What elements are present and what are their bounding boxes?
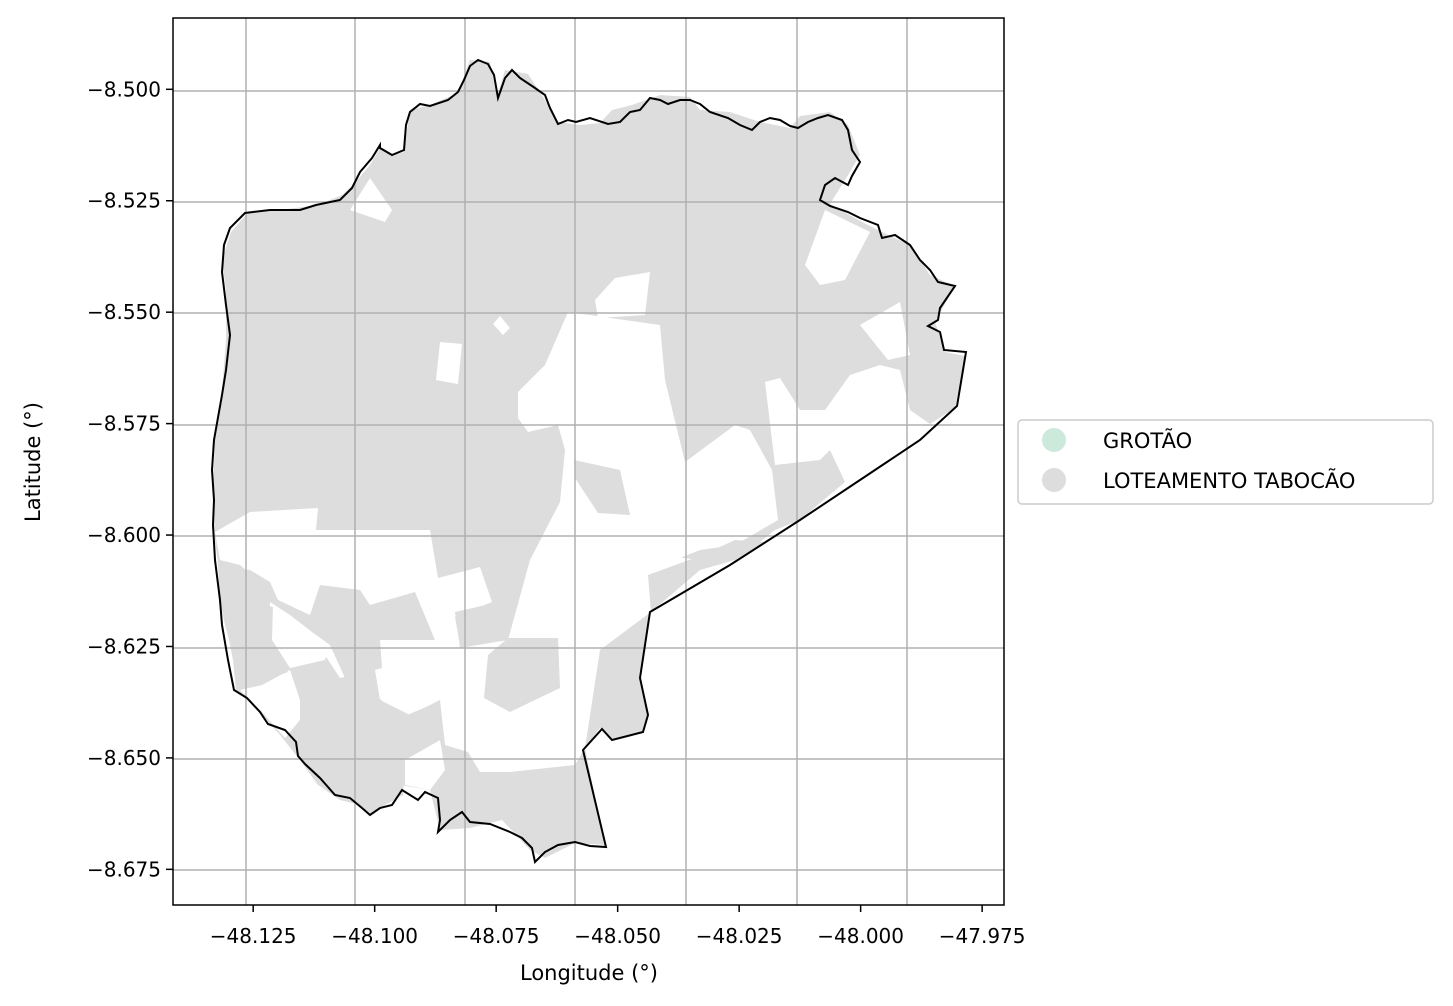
y-tick-label: −8.675	[87, 857, 161, 881]
legend: GROTÃO LOTEAMENTO TABOCÃO	[1017, 419, 1434, 505]
y-tick-label: −8.550	[87, 300, 161, 324]
y-tick-label: −8.525	[87, 189, 161, 213]
legend-label-loteamento-tabocao: LOTEAMENTO TABOCÃO	[1103, 467, 1355, 493]
grid	[173, 18, 1004, 905]
y-tick-label: −8.650	[87, 746, 161, 770]
y-axis-label: Latitude (°)	[21, 402, 45, 522]
plot-frame	[172, 17, 1005, 906]
x-tick-label: −48.125	[210, 924, 297, 948]
x-axis-ticks: −48.125 −48.100 −48.075 −48.050 −48.025 −48.0…	[210, 905, 1026, 948]
x-tick-label: −48.025	[696, 924, 783, 948]
x-tick-label: −48.000	[817, 924, 904, 948]
x-tick-label: −47.975	[939, 924, 1026, 948]
x-tick-label: −48.075	[453, 924, 540, 948]
legend-swatch-grotao	[1042, 428, 1066, 452]
legend-swatch-loteamento-tabocao	[1042, 468, 1066, 492]
y-tick-label: −8.575	[87, 412, 161, 436]
y-tick-label: −8.600	[87, 523, 161, 547]
gray-patches	[218, 540, 765, 808]
legend-label-grotao: GROTÃO	[1103, 427, 1192, 453]
x-axis-label: Longitude (°)	[520, 961, 658, 985]
y-tick-label: −8.500	[87, 77, 161, 101]
x-tick-label: −48.100	[331, 924, 418, 948]
legend-box	[1017, 419, 1434, 505]
x-tick-label: −48.050	[574, 924, 661, 948]
region-boundary	[210, 58, 968, 865]
y-tick-label: −8.625	[87, 634, 161, 658]
y-axis-ticks: −8.500 −8.525 −8.550 −8.575 −8.600 −8.625 −8.6…	[87, 77, 173, 881]
